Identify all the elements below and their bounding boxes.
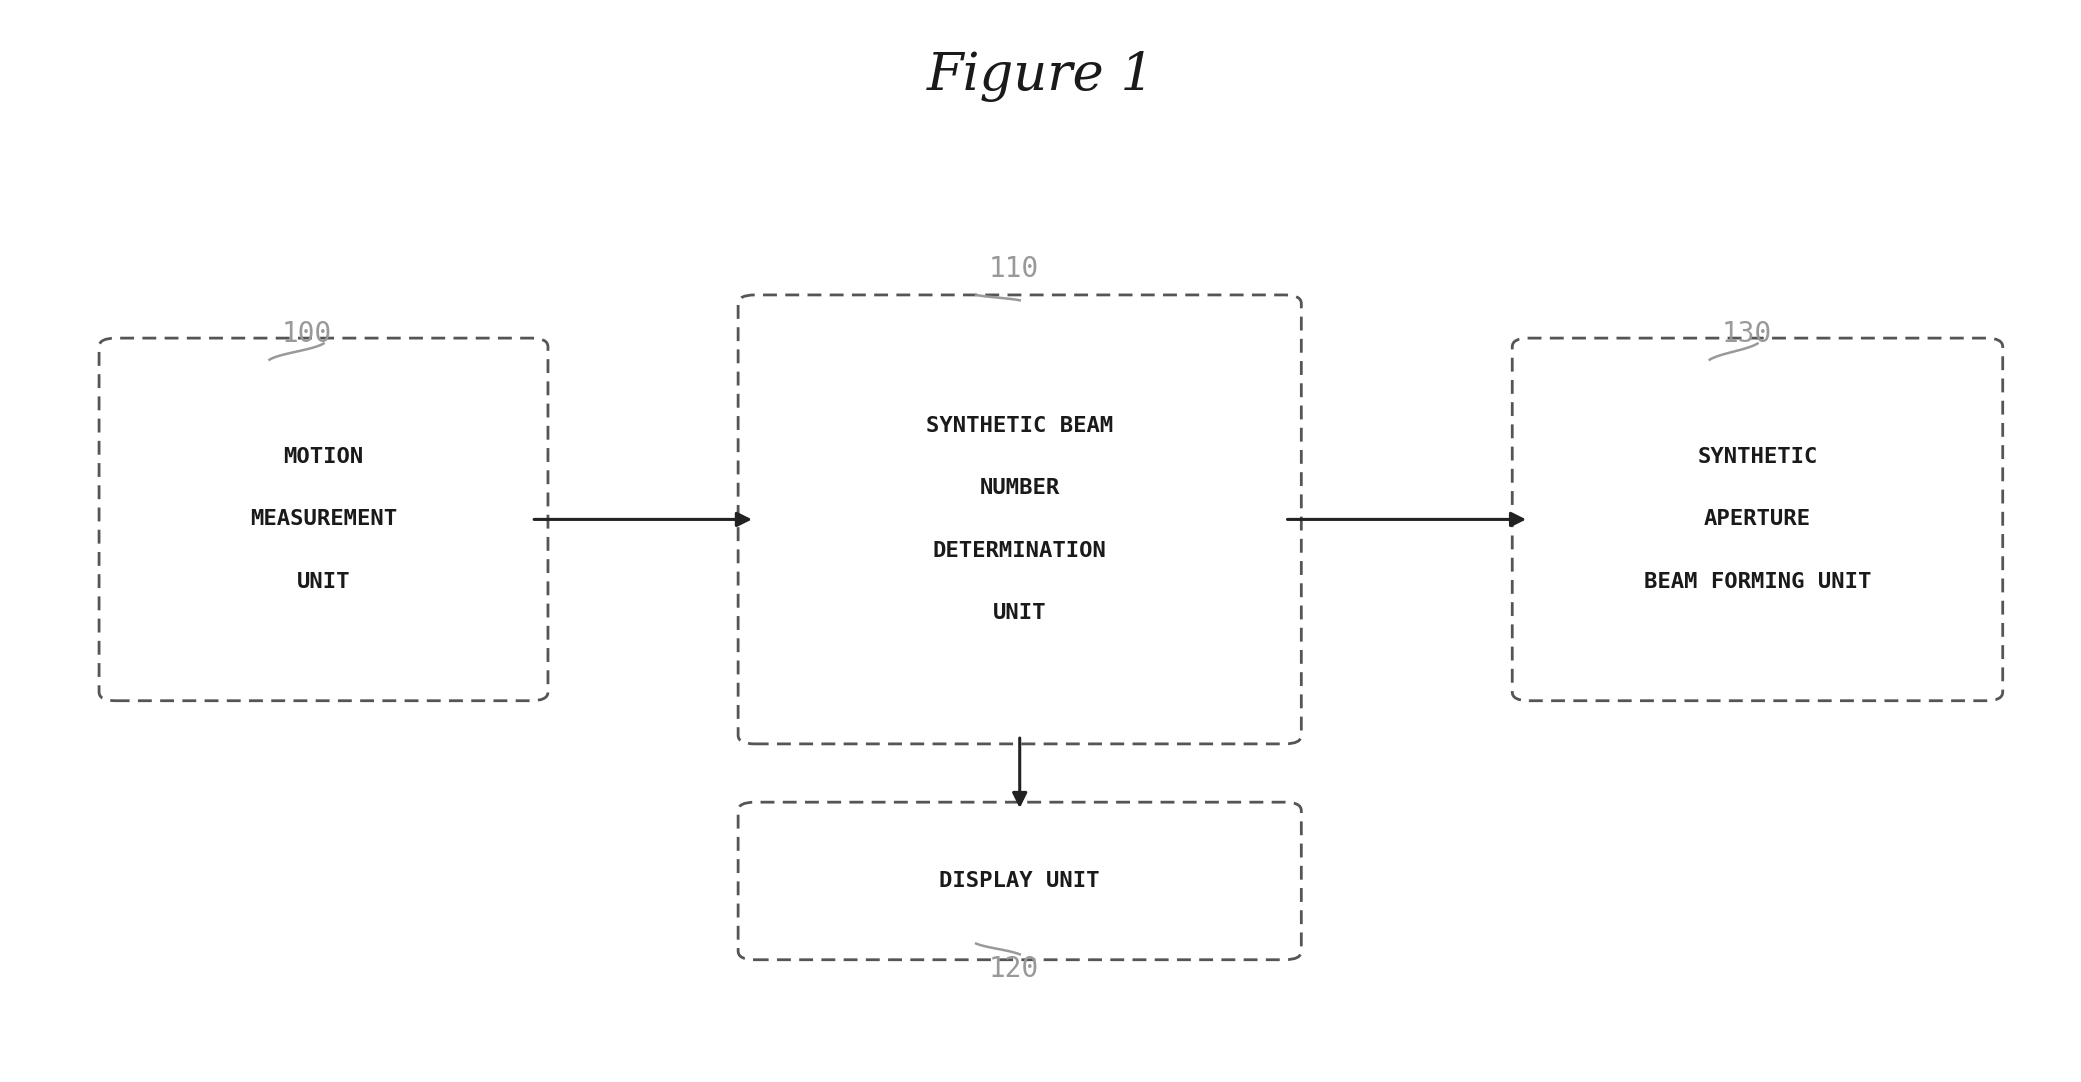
Text: NUMBER: NUMBER — [980, 478, 1059, 498]
Text: APERTURE: APERTURE — [1704, 510, 1810, 529]
FancyBboxPatch shape — [1513, 338, 2002, 701]
Text: SYNTHETIC: SYNTHETIC — [1698, 447, 1817, 466]
Text: 100: 100 — [281, 320, 333, 347]
Text: 120: 120 — [988, 955, 1038, 984]
Text: DETERMINATION: DETERMINATION — [932, 541, 1107, 560]
FancyBboxPatch shape — [739, 802, 1301, 960]
Text: SYNTHETIC BEAM: SYNTHETIC BEAM — [926, 415, 1113, 436]
FancyBboxPatch shape — [100, 338, 547, 701]
Text: Figure 1: Figure 1 — [926, 52, 1155, 103]
FancyBboxPatch shape — [739, 295, 1301, 744]
Text: MOTION: MOTION — [283, 447, 364, 466]
Text: 130: 130 — [1721, 320, 1773, 347]
Text: 110: 110 — [988, 255, 1038, 283]
Text: BEAM FORMING UNIT: BEAM FORMING UNIT — [1644, 572, 1871, 592]
Text: DISPLAY UNIT: DISPLAY UNIT — [939, 871, 1101, 890]
Text: UNIT: UNIT — [298, 572, 350, 592]
Text: MEASUREMENT: MEASUREMENT — [250, 510, 397, 529]
Text: UNIT: UNIT — [993, 604, 1047, 623]
